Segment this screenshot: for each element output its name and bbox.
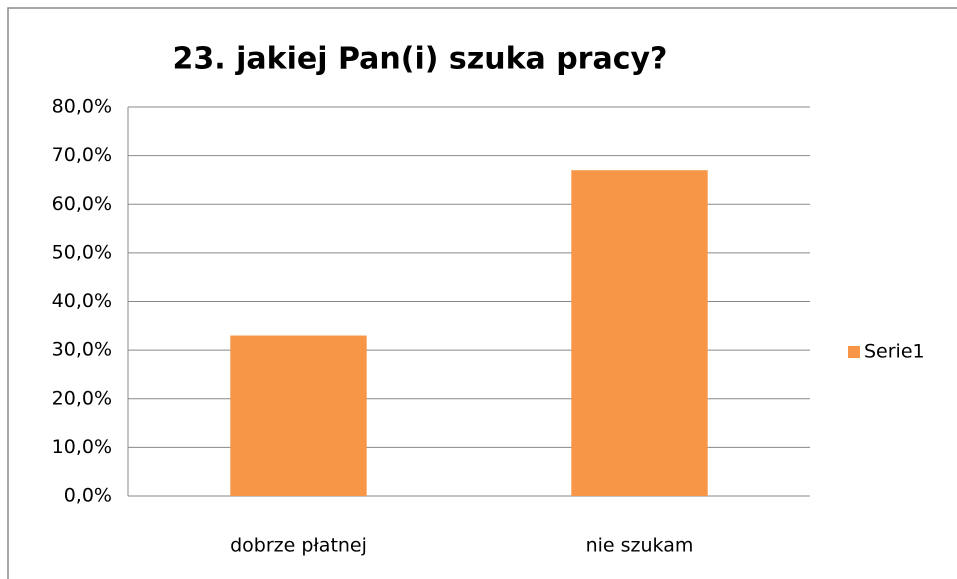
y-tick-label: 30,0% [52, 339, 112, 361]
y-tick-label: 60,0% [52, 193, 112, 215]
x-tick-label: nie szukam [586, 535, 694, 557]
chart-border [7, 7, 957, 579]
bar [571, 170, 708, 496]
y-tick-label: 70,0% [52, 144, 112, 166]
chart-title: 23. jakiej Pan(i) szuka pracy? [173, 42, 668, 77]
x-tick-label: dobrze płatnej [230, 535, 367, 557]
bar [230, 335, 367, 496]
y-tick-label: 20,0% [52, 387, 112, 409]
y-tick-label: 40,0% [52, 290, 112, 312]
legend-swatch [848, 346, 860, 358]
legend-label: Serie1 [864, 341, 925, 363]
y-tick-label: 50,0% [52, 241, 112, 263]
y-tick-label: 10,0% [52, 436, 112, 458]
y-tick-label: 80,0% [52, 96, 112, 118]
y-tick-label: 0,0% [64, 485, 112, 507]
